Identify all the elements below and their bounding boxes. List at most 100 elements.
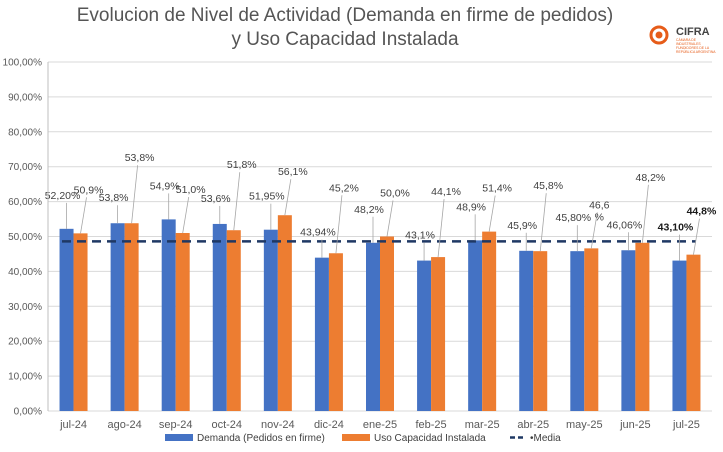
chart-title-line-2: y Uso Capacidad Instalada — [231, 29, 459, 50]
bar-demanda — [263, 229, 278, 411]
bar-demanda — [621, 250, 636, 411]
data-label-demanda: 48,9% — [456, 201, 486, 213]
x-tick-label: sep-24 — [159, 419, 193, 431]
y-tick-label: 50,00% — [8, 232, 42, 243]
y-tick-label: 10,00% — [8, 372, 42, 383]
data-label-uso-capacidad: 45,8% — [533, 180, 563, 192]
bar-uso-capacidad — [226, 230, 241, 411]
bar-demanda — [570, 251, 585, 411]
y-tick-label: 60,00% — [8, 197, 42, 208]
bar-uso-capacidad — [431, 257, 446, 411]
leader-line — [233, 172, 241, 231]
leader-line — [80, 197, 87, 234]
x-tick-label: dic-24 — [314, 419, 344, 431]
bar-uso-capacidad — [584, 248, 599, 411]
y-tick-label: 70,00% — [8, 162, 42, 173]
data-label-demanda: 53,6% — [201, 193, 231, 205]
data-label-demanda: 45,9% — [507, 220, 537, 232]
bar-demanda — [672, 260, 687, 411]
bar-demanda — [366, 242, 380, 411]
bar-uso-capacidad — [73, 233, 88, 411]
bar-demanda — [161, 219, 176, 411]
legend-label: Demanda (Pedidos en firme) — [197, 433, 325, 444]
x-tick-label: feb-25 — [415, 419, 446, 431]
data-label-demanda: 43,94% — [300, 227, 336, 239]
y-tick-label: 100,00% — [3, 58, 43, 69]
leader-line — [539, 193, 547, 252]
bar-uso-capacidad — [328, 253, 343, 411]
data-label-uso-capacidad: 50,9% — [74, 184, 104, 196]
bar-uso-capacidad — [533, 251, 548, 411]
data-label-uso-capacidad: 45,2% — [329, 182, 359, 194]
leader-line — [131, 165, 139, 224]
y-tick-label: 20,00% — [8, 337, 42, 348]
bar-demanda — [110, 223, 125, 411]
x-tick-label: ene-25 — [363, 419, 397, 431]
leader-line — [386, 200, 394, 237]
legend-swatch — [165, 434, 193, 441]
bar-demanda — [59, 228, 74, 411]
data-label-uso-capacidad: 44,8% — [687, 206, 717, 218]
data-label-uso-capacidad: 51,8% — [227, 159, 257, 171]
bar-uso-capacidad — [124, 223, 139, 411]
leader-line — [590, 212, 598, 249]
legend-label: Uso Capacidad Instalada — [374, 433, 486, 444]
leader-line — [641, 184, 649, 243]
data-label-demanda: 46,06% — [607, 219, 643, 231]
bar-uso-capacidad — [482, 231, 497, 411]
data-label-demanda: 54,9% — [150, 180, 180, 192]
bar-demanda — [519, 250, 534, 411]
x-tick-label: oct-24 — [211, 419, 242, 431]
leader-line — [182, 196, 190, 234]
data-label-uso-capacidad: 50,0% — [380, 188, 410, 200]
x-tick-label: abr-25 — [517, 419, 549, 431]
x-tick-label: ago-24 — [107, 419, 141, 431]
bar-uso-capacidad — [277, 215, 292, 411]
bar-demanda — [212, 223, 227, 411]
leader-line — [284, 179, 292, 216]
data-label-uso-capacidad: 44,1% — [431, 186, 461, 198]
data-label-uso-capacidad: % — [595, 211, 604, 223]
x-tick-label: nov-24 — [261, 419, 295, 431]
y-tick-label: 80,00% — [8, 127, 42, 138]
x-tick-label: jul-24 — [59, 419, 87, 431]
data-label-demanda: 43,1% — [405, 230, 435, 242]
x-tick-label: mar-25 — [465, 419, 500, 431]
legend-label: •Media — [530, 433, 561, 444]
bar-uso-capacidad — [380, 236, 394, 411]
y-tick-label: 90,00% — [8, 92, 42, 103]
data-label-uso-capacidad: 51,4% — [482, 183, 512, 195]
bar-uso-capacidad — [175, 233, 190, 411]
bar-demanda — [314, 257, 329, 411]
data-label-demanda: 51,95% — [249, 191, 285, 203]
bar-uso-capacidad — [635, 242, 650, 411]
data-label-uso-capacidad: 48,2% — [635, 172, 665, 184]
leader-line — [437, 199, 445, 258]
data-label-uso-capacidad: 56,1% — [278, 166, 308, 178]
legend-swatch — [342, 434, 370, 441]
x-tick-label: jun-25 — [619, 419, 651, 431]
data-label-uso-capacidad: 53,8% — [125, 152, 155, 164]
y-tick-label: 30,00% — [8, 302, 42, 313]
y-tick-label: 40,00% — [8, 267, 42, 278]
cifra-logo-icon — [649, 25, 669, 45]
leader-line — [488, 195, 496, 232]
data-label-uso-capacidad: 46,6 — [589, 199, 610, 211]
bar-uso-capacidad — [686, 254, 701, 411]
chart-title-line-1: Evolucion de Nivel de Actividad (Demanda… — [76, 5, 614, 26]
data-label-demanda: 52,20% — [45, 190, 81, 202]
bar-demanda — [468, 240, 483, 411]
leader-line — [335, 195, 343, 254]
data-label-demanda: 45,80% — [555, 212, 591, 224]
x-tick-label: jul-25 — [672, 419, 700, 431]
y-tick-label: 0,00% — [14, 407, 42, 418]
x-tick-label: may-25 — [566, 419, 603, 431]
chart-title: Evolucion de Nivel de Actividad (Demanda… — [0, 4, 690, 52]
logo-subtitle: CÁMARA DE INDUSTRIALES FUNDIDORES DE LA … — [676, 38, 716, 54]
logo-name: CIFRA — [676, 26, 710, 38]
data-label-demanda: 43,10% — [658, 222, 694, 234]
leader-line — [693, 218, 700, 255]
data-label-demanda: 48,2% — [354, 204, 384, 216]
bar-demanda — [417, 260, 432, 411]
